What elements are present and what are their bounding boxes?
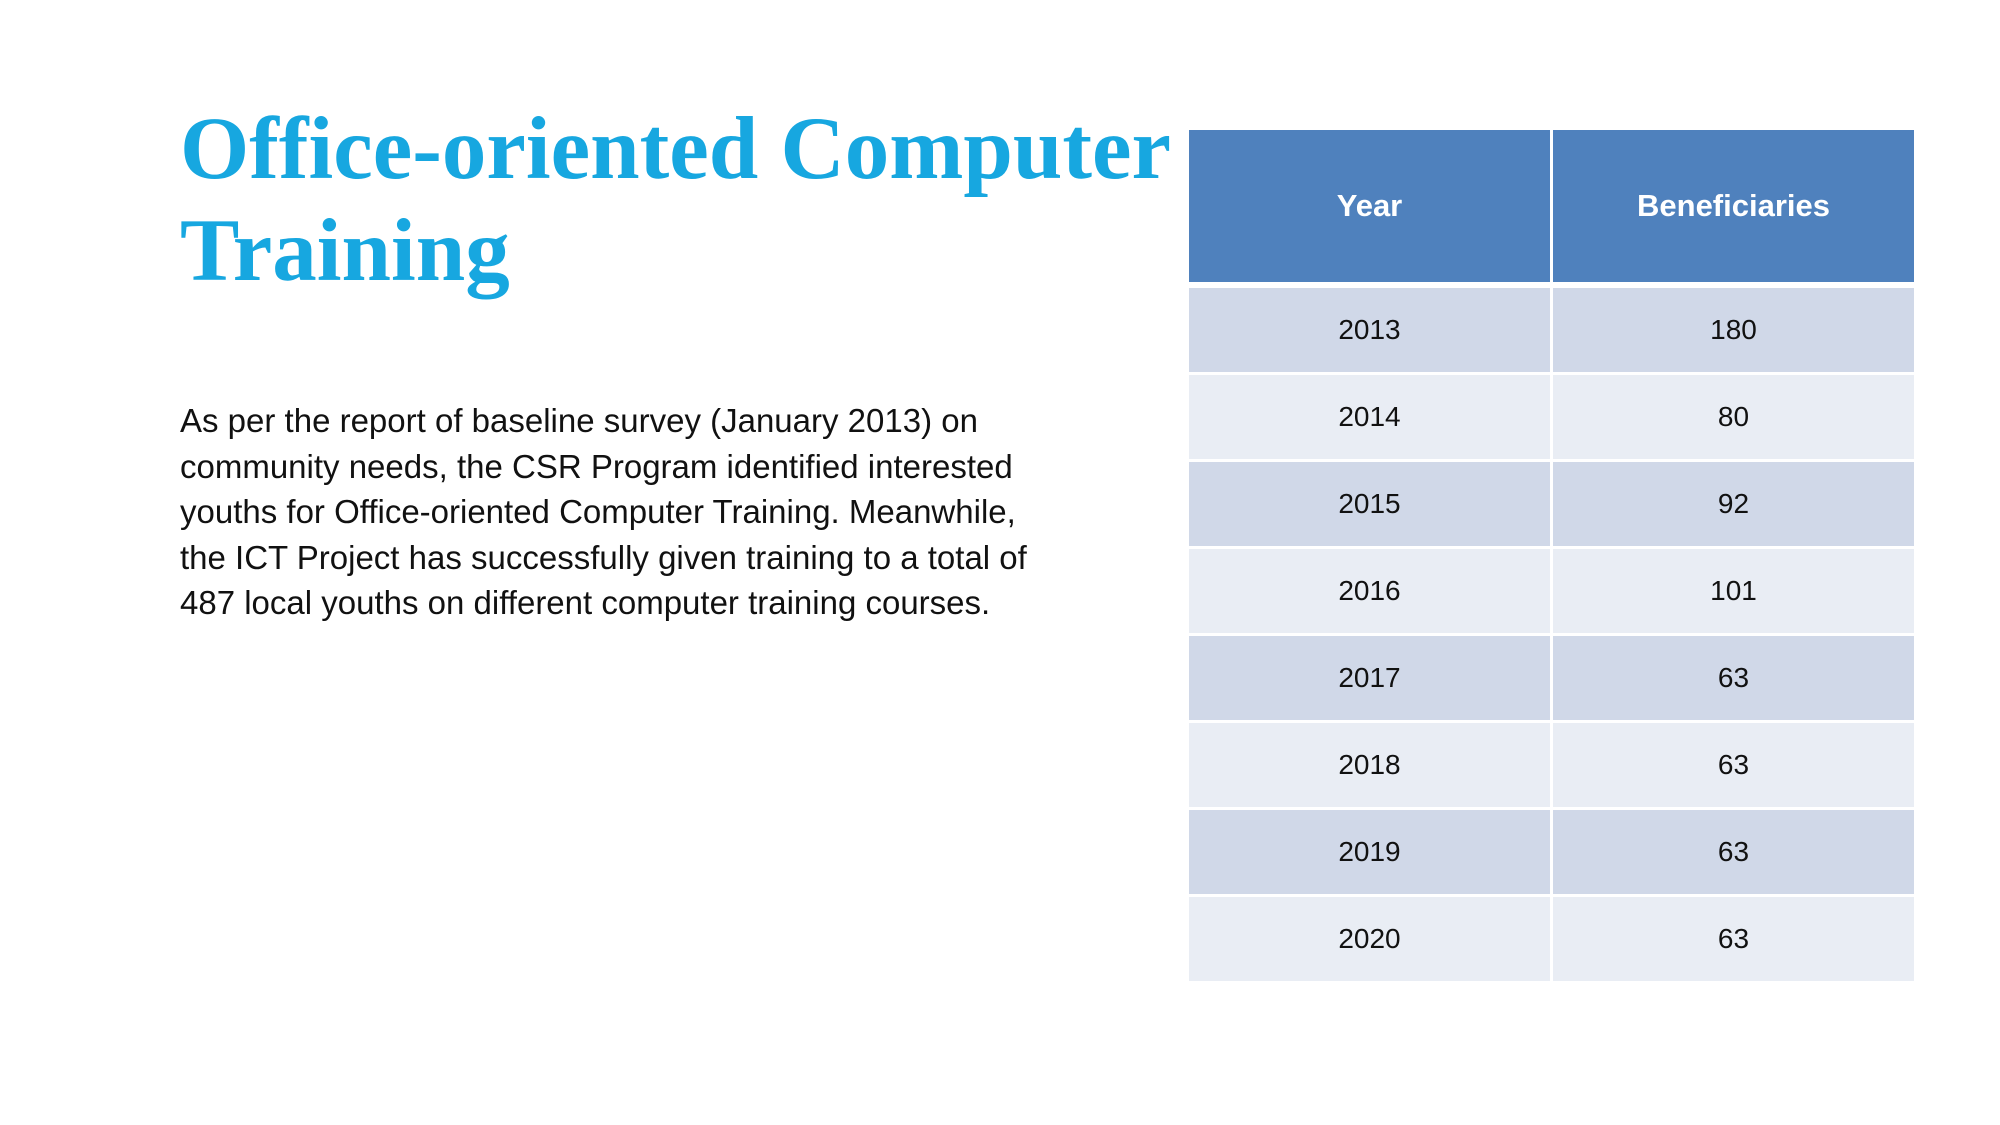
- table-row: 2020 63: [1186, 894, 1917, 984]
- table-row: 2014 80: [1186, 372, 1917, 462]
- cell-beneficiaries: 63: [1550, 633, 1917, 723]
- cell-beneficiaries: 63: [1550, 894, 1917, 984]
- cell-year: 2015: [1186, 459, 1553, 549]
- table-header-row: Year Beneficiaries: [1186, 127, 1917, 288]
- table-row: 2016 101: [1186, 546, 1917, 636]
- cell-year: 2016: [1186, 546, 1553, 636]
- slide-title: Office-oriented Computer Training: [180, 98, 1172, 302]
- cell-beneficiaries: 180: [1550, 283, 1917, 375]
- slide-title-line: Training: [180, 202, 510, 300]
- cell-beneficiaries: 80: [1550, 372, 1917, 462]
- header-year: Year: [1186, 127, 1553, 288]
- table-row: 2013 180: [1186, 283, 1917, 375]
- cell-year: 2018: [1186, 720, 1553, 810]
- cell-year: 2014: [1186, 372, 1553, 462]
- cell-beneficiaries: 92: [1550, 459, 1917, 549]
- beneficiaries-table: Year Beneficiaries 2013 180 2014 80 2015…: [1186, 127, 1917, 984]
- body-line: 487 local youths on different computer t…: [180, 584, 991, 621]
- cell-beneficiaries: 63: [1550, 807, 1917, 897]
- table-row: 2017 63: [1186, 633, 1917, 723]
- body-line: community needs, the CSR Program identif…: [180, 447, 1013, 485]
- header-beneficiaries: Beneficiaries: [1550, 127, 1917, 288]
- table-row: 2015 92: [1186, 459, 1917, 549]
- table-row: 2019 63: [1186, 807, 1917, 897]
- body-line: As per the report of baseline survey (Ja…: [180, 402, 978, 439]
- cell-beneficiaries: 63: [1550, 720, 1917, 810]
- body-line: the ICT Project has successfully given t…: [180, 538, 1027, 576]
- cell-year: 2020: [1186, 894, 1553, 984]
- body-paragraph: As per the report of baseline survey (Ja…: [180, 398, 1100, 626]
- slide-title-line: Office-oriented Computer: [180, 100, 1172, 198]
- cell-year: 2017: [1186, 633, 1553, 723]
- cell-year: 2013: [1186, 283, 1553, 375]
- body-line: youths for Office-oriented Computer Trai…: [180, 493, 1016, 530]
- cell-year: 2019: [1186, 807, 1553, 897]
- cell-beneficiaries: 101: [1550, 546, 1917, 636]
- table-row: 2018 63: [1186, 720, 1917, 810]
